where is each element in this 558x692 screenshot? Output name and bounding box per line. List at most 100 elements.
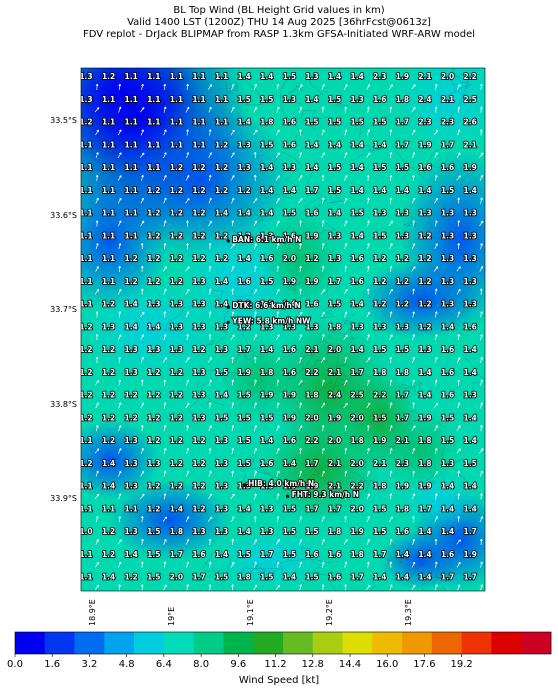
grid-value: 1.2 [305,254,318,263]
wind-arrow-head [208,129,212,132]
wind-arrow-head [163,288,167,292]
terrain-contour [364,445,395,471]
wind-arrow [322,265,324,273]
wind-arrow-head [480,561,483,565]
terrain-contour [319,338,339,367]
grid-value: 1.6 [305,550,318,559]
wind-arrow-head [435,243,438,246]
terrain-contour [312,220,337,241]
station-marker [242,483,246,487]
wind-arrow [209,288,211,295]
grid-value: 1.4 [215,209,228,218]
grid-value: 1.4 [305,95,318,104]
wind-arrow-head [141,83,144,87]
wind-arrow [231,379,234,386]
wind-arrow-head [163,311,167,314]
grid-value: 1.3 [373,322,386,331]
terrain-contour [451,68,470,100]
wind-arrow-head [299,516,303,519]
wind-arrow [299,447,302,455]
wind-arrow [435,175,437,181]
grid-value: 1.4 [125,550,138,559]
wind-arrow-head [209,197,212,201]
wind-arrow-head [186,220,189,223]
wind-arrow [367,448,370,454]
wind-arrow-head [209,152,212,155]
grid-value: 1.4 [260,72,273,81]
colorbar-title: Wind Speed [kt] [238,675,320,686]
wind-arrow [435,220,437,227]
wind-arrow-head [435,425,438,428]
grid-value: 1.4 [238,527,251,536]
wind-arrow-head [118,561,122,565]
wind-arrow-head [254,106,258,110]
wind-arrow-head [480,175,483,178]
wind-arrow [411,84,416,90]
wind-arrow-head [479,538,483,542]
wind-arrow-head [118,584,122,587]
grid-value: 1.2 [170,459,183,468]
wind-arrow [186,83,189,91]
wind-arrow [231,266,235,272]
wind-arrow [208,379,212,386]
wind-arrow-head [344,152,348,155]
grid-value: 1.3 [147,345,160,354]
wind-arrow [163,152,167,159]
wind-arrow-head [390,243,393,246]
wind-arrow-head [208,584,212,587]
wind-arrow-head [299,106,303,110]
grid-value: 1.4 [102,573,115,582]
grid-value: 1.2 [170,436,183,445]
grid-value: 1.1 [125,186,138,195]
grid-value: 1.3 [260,504,273,513]
grid-value: 1.2 [192,231,205,240]
grid-value: 1.2 [147,277,160,286]
wind-arrow-head [186,447,190,451]
wind-arrow [343,379,348,386]
terrain-contour [242,316,261,362]
wind-arrow [433,129,439,136]
grid-value: 2.2 [351,482,364,491]
wind-arrow-head [321,106,325,109]
terrain-contour [461,484,485,517]
grid-value: 1.5 [283,72,296,81]
wind-arrow [276,220,280,227]
grid-value: 1.7 [396,118,409,127]
grid-value: 1.5 [328,118,341,127]
terrain-contour [306,160,326,212]
grid-value: 1.6 [441,550,454,559]
terrain-contour [150,163,197,182]
wind-arrow-head [141,334,144,337]
wind-arrow [367,265,369,273]
grid-value: 1.2 [418,277,431,286]
wind-arrow-head [208,334,212,337]
wind-arrow [254,493,257,500]
grid-value: 1.3 [396,209,409,218]
wind-arrow-head [163,470,167,474]
wind-arrow [163,470,166,477]
grid-value: 2.2 [373,391,386,400]
wind-arrow [253,402,257,409]
wind-arrow-head [390,516,393,519]
wind-arrow [411,448,415,454]
grid-value: 1.4 [418,550,431,559]
grid-value: 1.2 [147,368,160,377]
longitude-label: 19.2°E [325,599,334,626]
wind-arrow [412,288,415,295]
wind-arrow-head [344,584,348,587]
colorbar-tick-label: 16.0 [376,659,399,670]
wind-arrow [434,243,438,250]
wind-arrow [434,152,438,159]
wind-arrow [435,106,437,113]
grid-value: 1.6 [441,345,454,354]
wind-arrow-head [299,220,302,223]
wind-arrow [95,516,99,523]
grid-value: 1.6 [238,277,251,286]
wind-arrow-head [457,493,461,496]
grid-value: 1.3 [464,231,477,240]
grid-value: 1.1 [102,186,115,195]
wind-arrow [276,129,280,136]
grid-value: 1.3 [215,345,228,354]
wind-arrow-head [434,379,438,382]
grid-value: 1.3 [215,527,228,536]
